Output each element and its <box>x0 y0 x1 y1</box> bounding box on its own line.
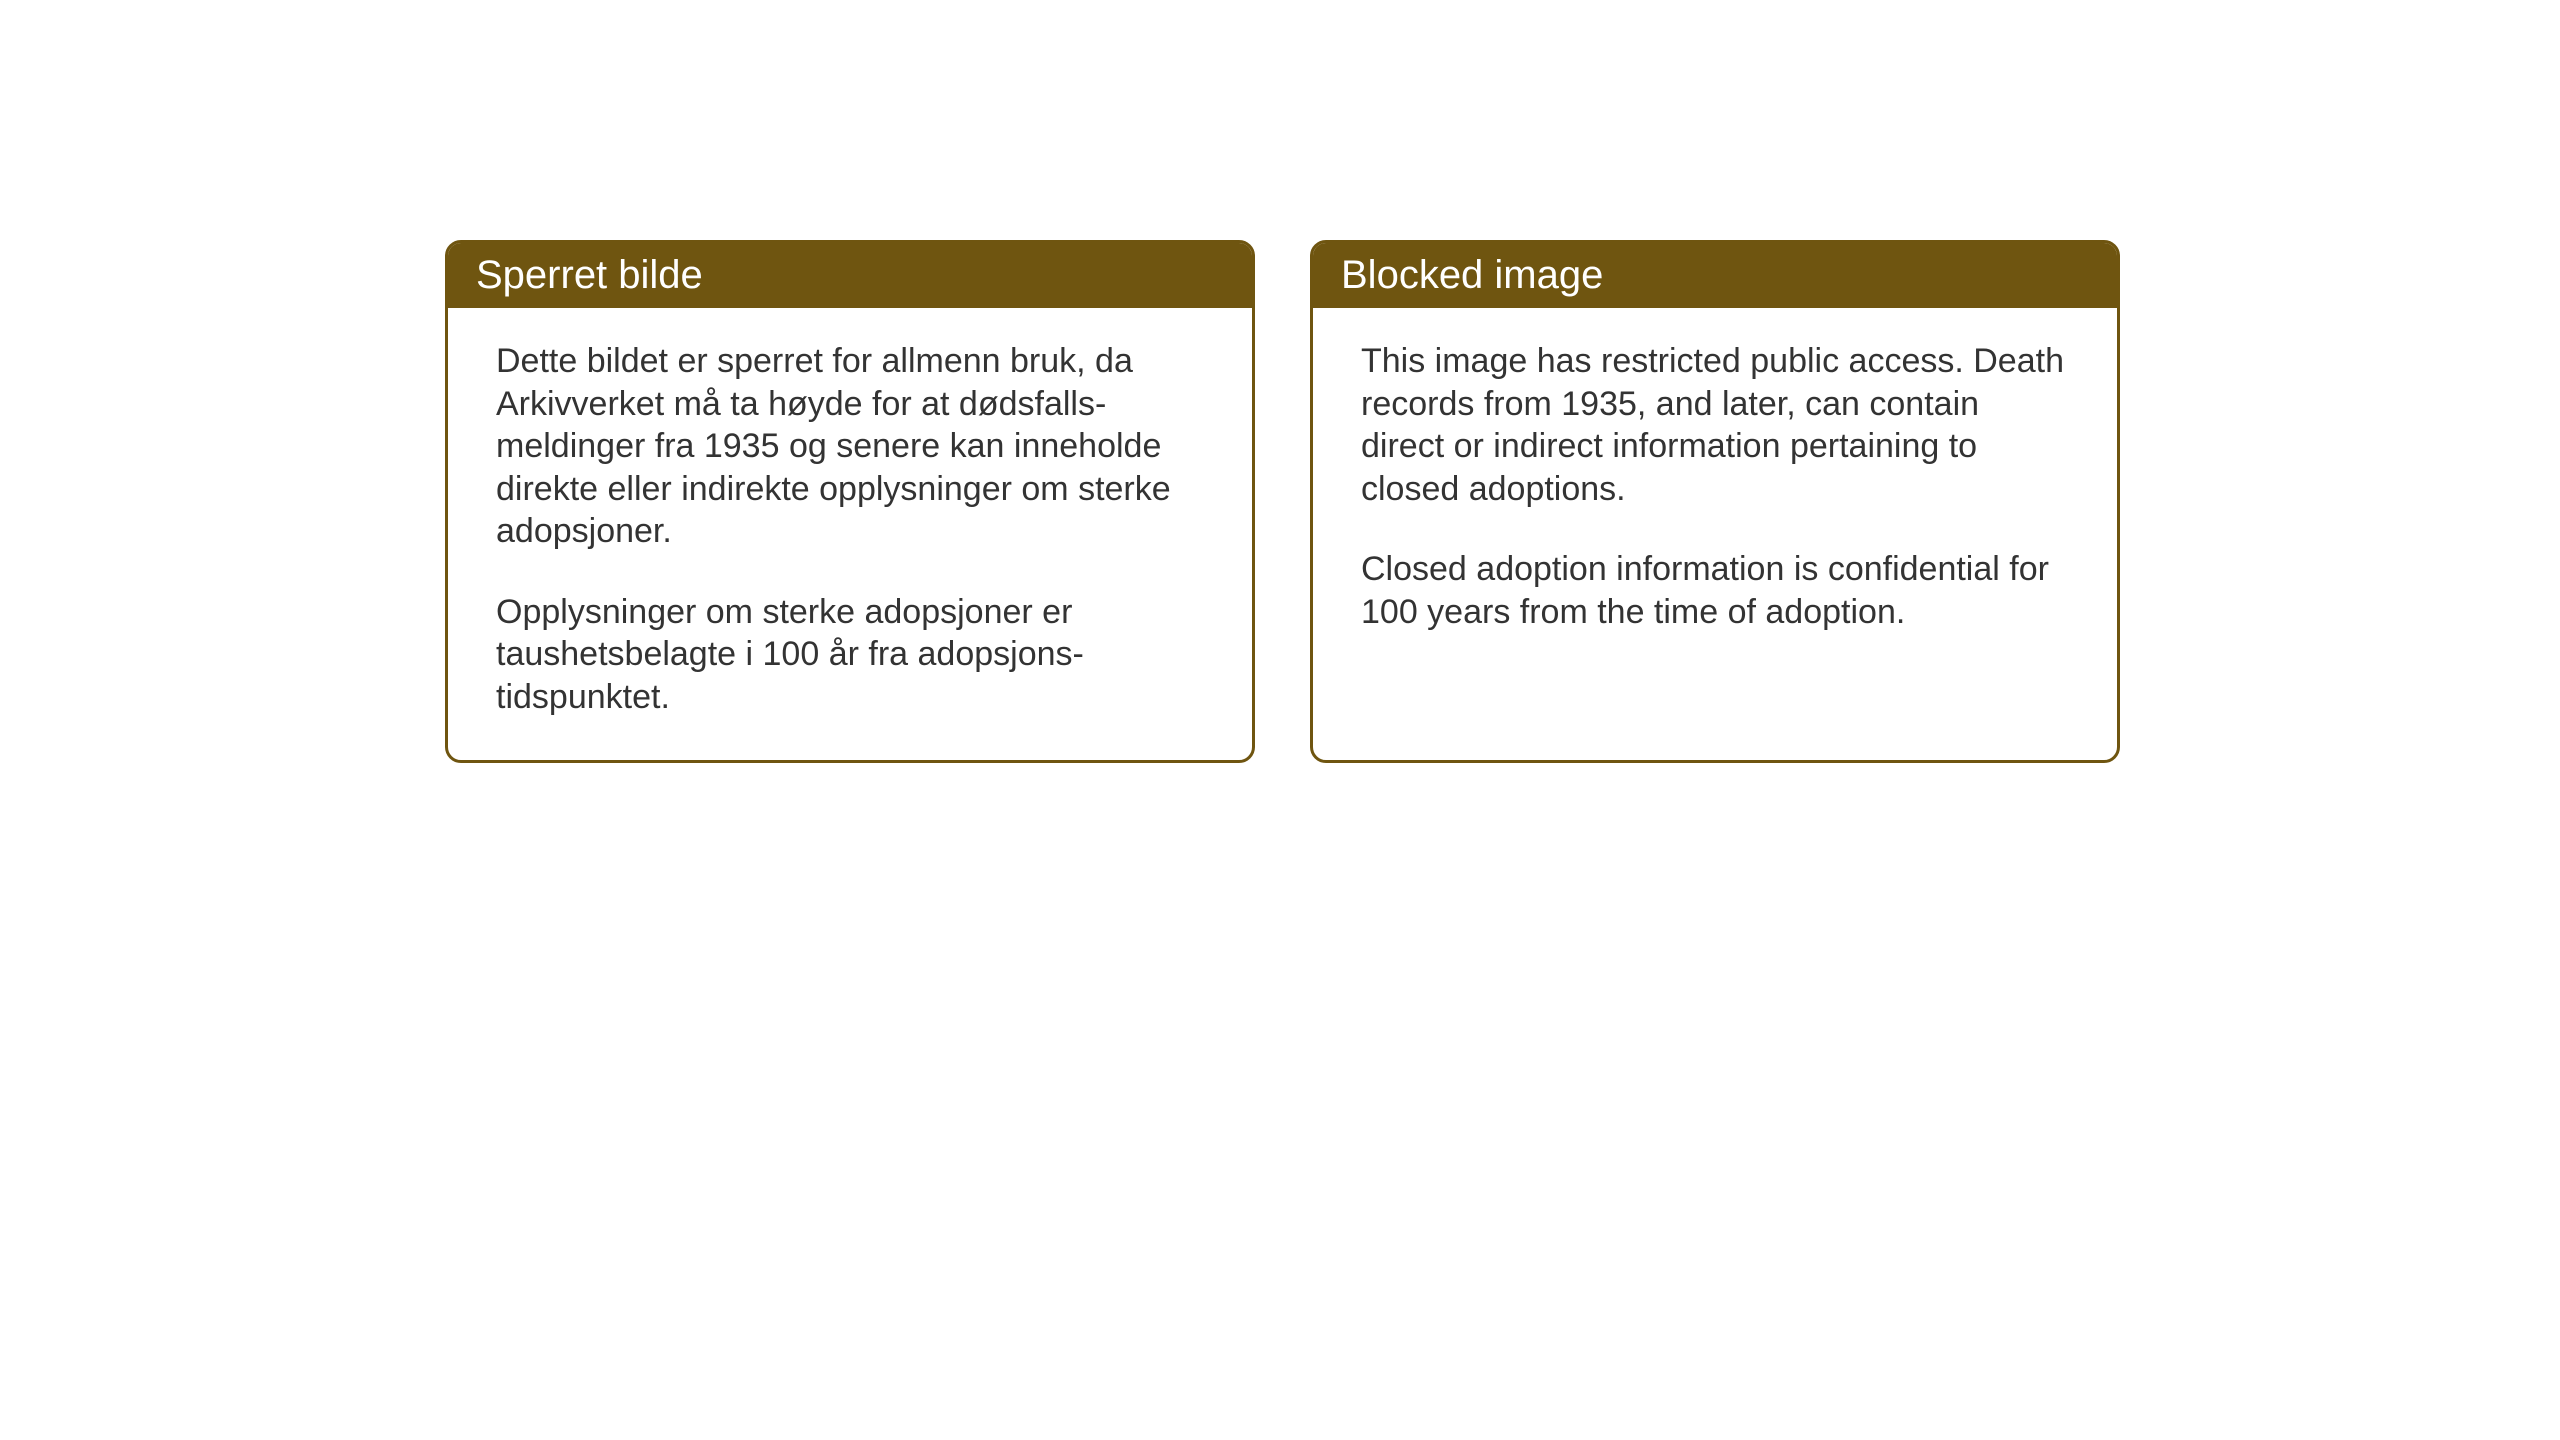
notice-box-english: Blocked image This image has restricted … <box>1310 240 2120 763</box>
notice-paragraph-2-english: Closed adoption information is confident… <box>1361 548 2069 633</box>
notice-container: Sperret bilde Dette bildet er sperret fo… <box>445 240 2120 763</box>
notice-body-norwegian: Dette bildet er sperret for allmenn bruk… <box>448 308 1252 760</box>
notice-paragraph-2-norwegian: Opplysninger om sterke adopsjoner er tau… <box>496 591 1204 719</box>
notice-title-english: Blocked image <box>1341 253 1603 297</box>
notice-body-english: This image has restricted public access.… <box>1313 308 2117 675</box>
notice-title-norwegian: Sperret bilde <box>476 253 703 297</box>
notice-paragraph-1-norwegian: Dette bildet er sperret for allmenn bruk… <box>496 340 1204 553</box>
notice-paragraph-1-english: This image has restricted public access.… <box>1361 340 2069 510</box>
notice-box-norwegian: Sperret bilde Dette bildet er sperret fo… <box>445 240 1255 763</box>
notice-header-norwegian: Sperret bilde <box>448 243 1252 308</box>
notice-header-english: Blocked image <box>1313 243 2117 308</box>
